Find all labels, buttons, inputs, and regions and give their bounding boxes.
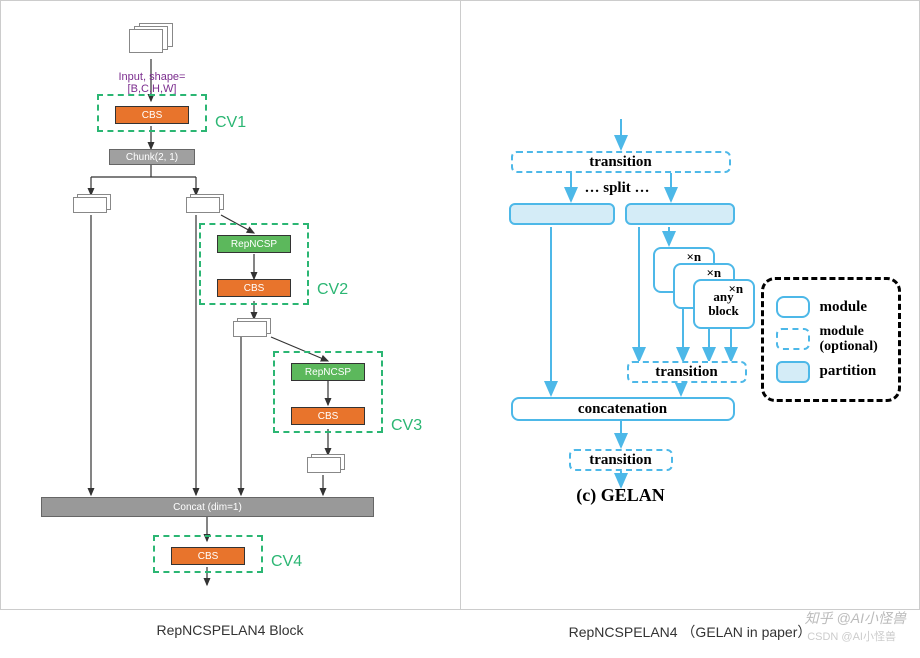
cv2-cbs: CBS xyxy=(217,279,291,297)
cv2-label: CV2 xyxy=(317,281,348,299)
caption-left: RepNCSPELAN4 Block xyxy=(0,610,460,654)
r-transition2: transition xyxy=(627,361,747,383)
cv3-repncsp: RepNCSP xyxy=(291,363,365,381)
cv3-cbs: CBS xyxy=(291,407,365,425)
cv1-cbs: CBS xyxy=(115,106,189,124)
r-partition-left xyxy=(509,203,615,225)
r-transition3: transition xyxy=(569,449,673,471)
legend-partition: partition xyxy=(776,361,886,383)
concat-box: Concat (dim=1) xyxy=(41,497,374,517)
cv1-label: CV1 xyxy=(215,114,246,132)
r-concatenation: concatenation xyxy=(511,397,735,421)
right-panel: transition … split … any block ×n ×n ×n … xyxy=(461,1,920,609)
r-transition1-label: transition xyxy=(589,154,652,171)
captions-row: RepNCSPELAN4 Block RepNCSPELAN4 （GELAN i… xyxy=(0,610,920,654)
left-arrows xyxy=(1,1,461,611)
r-xn1: ×n xyxy=(687,249,702,265)
input-text: Input, shape=[B,C,H,W] xyxy=(97,71,207,95)
chunk-box: Chunk(2, 1) xyxy=(109,149,195,165)
r-xn3: ×n xyxy=(729,281,744,297)
left-panel: Input, shape=[B,C,H,W] CBS CV1 Chunk(2, … xyxy=(1,1,461,609)
r-transition1: transition xyxy=(511,151,731,173)
cv3-label: CV3 xyxy=(391,417,422,435)
cv4-cbs: CBS xyxy=(171,547,245,565)
r-split: … split … xyxy=(585,179,650,197)
r-block3: any block xyxy=(693,279,755,329)
caption-right: RepNCSPELAN4 （GELAN in paper） xyxy=(460,610,920,654)
r-xn2: ×n xyxy=(707,265,722,281)
cv2-repncsp: RepNCSP xyxy=(217,235,291,253)
cv4-label: CV4 xyxy=(271,553,302,571)
legend-module: module xyxy=(776,296,886,318)
r-gelan: (c) GELAN xyxy=(561,485,681,506)
legend-module-optional: module (optional) xyxy=(776,324,886,355)
legend-box: module module (optional) partition xyxy=(761,277,901,402)
r-partition-right xyxy=(625,203,735,225)
diagram-container: Input, shape=[B,C,H,W] CBS CV1 Chunk(2, … xyxy=(0,0,920,610)
